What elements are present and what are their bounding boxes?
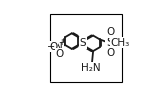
Text: CH₃: CH₃ — [110, 38, 129, 48]
Text: H₂N: H₂N — [81, 63, 101, 73]
Text: S: S — [107, 36, 114, 49]
Text: N: N — [55, 42, 63, 52]
Text: −: − — [47, 42, 55, 52]
Text: O: O — [107, 48, 115, 58]
Text: O: O — [56, 49, 64, 59]
Text: S: S — [80, 38, 86, 48]
Text: O: O — [107, 27, 115, 37]
Text: O: O — [49, 42, 57, 52]
Text: +: + — [58, 38, 65, 47]
